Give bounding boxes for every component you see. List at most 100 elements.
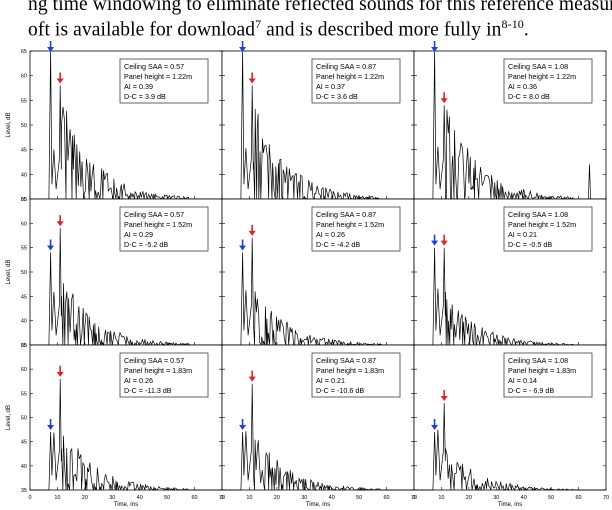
x-tick-label: 10 (246, 495, 252, 501)
ceiling-reflection-arrow (56, 72, 64, 84)
impulse-response-trace (30, 378, 222, 492)
x-tick-label: 20 (82, 495, 88, 501)
y-axis-label: Level, dB (6, 405, 12, 430)
x-tick-label: 60 (384, 495, 390, 501)
line2-post: . (523, 19, 529, 41)
annotation-d-c: D-C = 3.6 dB (316, 92, 358, 101)
ceiling-reflection-arrow-head (56, 371, 64, 377)
x-axis-label: Time, ms (114, 502, 138, 508)
direct-sound-arrow (47, 239, 55, 251)
annotation-d-c: D-C = 8.0 dB (508, 92, 550, 101)
x-tick-label: 0 (412, 495, 415, 501)
annotation-ai: AI = 0.26 (124, 376, 153, 385)
footnote-ref-8-10: 8-10 (501, 17, 524, 31)
direct-sound-arrow (431, 234, 439, 246)
annotation-d-c: D-C = -10.6 dB (316, 386, 364, 395)
y-tick-label: 55 (21, 98, 27, 104)
annotation-box (311, 58, 401, 104)
annotation-panel-height: Panel height = 1.83m (316, 366, 384, 375)
annotation-panel-height: Panel height = 1.52m (124, 220, 192, 229)
ceiling-reflection-arrow (440, 92, 448, 104)
x-tick-label: 0 (28, 495, 31, 501)
annotation-panel-height: Panel height = 1.52m (508, 220, 576, 229)
y-tick-label: 60 (21, 367, 27, 373)
impulse-response-trace (222, 50, 414, 201)
direct-sound-arrow (431, 41, 439, 52)
impulse-response-trace (30, 50, 222, 201)
footnote-ref-7: 7 (255, 17, 262, 31)
direct-sound-arrow-head (47, 425, 55, 430)
direct-sound-arrow (239, 239, 247, 251)
ceiling-reflection-arrow-head (440, 396, 448, 401)
annotation-ceiling-saa: Ceiling SAA = 0.57 (124, 210, 184, 219)
annotation-box (119, 58, 209, 104)
annotation-panel-height: Panel height = 1.22m (316, 72, 384, 81)
direct-sound-arrow-head (47, 245, 55, 251)
y-tick-label: 65 (21, 49, 27, 55)
x-tick-label: 50 (356, 495, 362, 501)
annotation-ceiling-saa: Ceiling SAA = 1.08 (508, 62, 568, 71)
annotation-ai: AI = 0.39 (124, 82, 153, 91)
annotation-ceiling-saa: Ceiling SAA = 0.57 (124, 356, 184, 365)
annotation-ai: AI = 0.26 (316, 230, 345, 239)
x-tick-label: 70 (603, 495, 609, 501)
y-tick-label: 65 (21, 197, 27, 203)
annotation-ceiling-saa: Ceiling SAA = 1.08 (508, 356, 568, 365)
annotation-box (311, 352, 401, 398)
ceiling-reflection-arrow-head (440, 240, 448, 246)
y-tick-label: 60 (21, 221, 27, 227)
ceiling-reflection-arrow (56, 215, 64, 227)
y-tick-label: 35 (21, 343, 27, 349)
direct-sound-arrow-head (239, 425, 247, 430)
ceiling-reflection-arrow-head (56, 221, 64, 227)
y-tick-label: 50 (21, 416, 27, 422)
direct-sound-arrow-head (431, 47, 439, 52)
body-text-line-1: ng time windowing to eliminate reflected… (28, 0, 612, 15)
line2-mid: and is described more fully in (261, 19, 502, 41)
annotation-d-c: D-C = -5.2 dB (124, 240, 168, 249)
annotation-d-c: D-C = 3.9 dB (124, 92, 166, 101)
ceiling-reflection-arrow-head (248, 230, 256, 236)
annotation-box (503, 206, 593, 252)
annotation-ceiling-saa: Ceiling SAA = 0.87 (316, 62, 376, 71)
y-tick-label: 35 (21, 488, 27, 494)
x-tick-label: 10 (438, 495, 444, 501)
y-tick-label: 65 (21, 343, 27, 349)
y-tick-label: 40 (21, 464, 27, 470)
y-tick-label: 50 (21, 270, 27, 276)
direct-sound-arrow-head (431, 425, 439, 430)
annotation-ai: AI = 0.21 (508, 230, 537, 239)
impulse-response-trace (414, 402, 606, 492)
annotation-d-c: D-C = - 6.9 dB (508, 386, 554, 395)
annotation-ai: AI = 0.21 (316, 376, 345, 385)
annotation-ceiling-saa: Ceiling SAA = 0.57 (124, 62, 184, 71)
annotation-ceiling-saa: Ceiling SAA = 0.87 (316, 356, 376, 365)
y-axis-label: Level, dB (6, 112, 12, 137)
x-tick-label: 10 (54, 495, 60, 501)
impulse-response-trace (222, 237, 414, 347)
impulse-response-trace (222, 383, 414, 492)
x-axis-label: Time, ms (306, 502, 330, 508)
ceiling-reflection-arrow (440, 234, 448, 246)
annotation-box (503, 352, 593, 398)
annotation-box (503, 58, 593, 104)
annotation-ceiling-saa: Ceiling SAA = 0.87 (316, 210, 376, 219)
x-tick-label: 40 (137, 495, 143, 501)
ceiling-reflection-arrow (56, 365, 64, 377)
y-tick-label: 45 (21, 148, 27, 154)
x-tick-label: 70 (411, 495, 417, 501)
x-tick-label: 20 (274, 495, 280, 501)
x-tick-label: 0 (220, 495, 223, 501)
x-tick-label: 70 (219, 495, 225, 501)
annotation-ai: AI = 0.29 (124, 230, 153, 239)
ceiling-reflection-arrow-head (248, 376, 256, 382)
y-tick-label: 55 (21, 246, 27, 252)
y-tick-label: 35 (21, 197, 27, 203)
